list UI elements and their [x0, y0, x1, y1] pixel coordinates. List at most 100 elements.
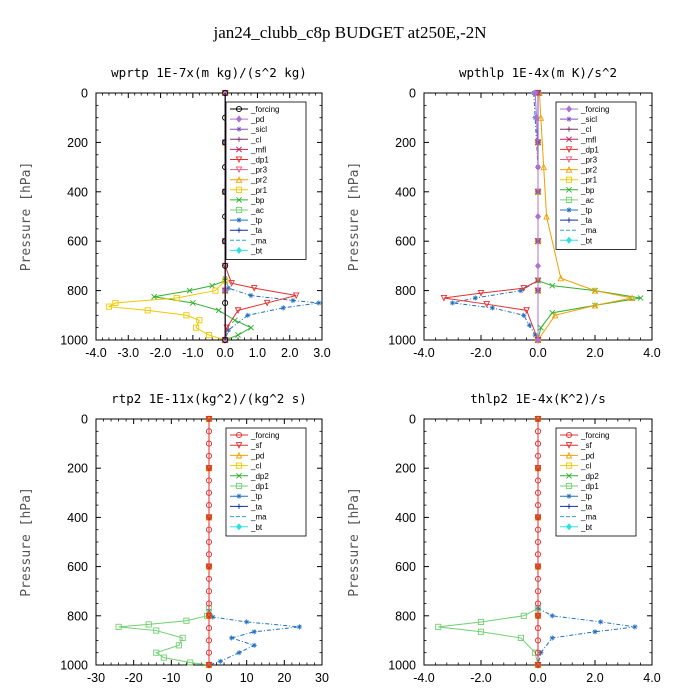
legend-label_pr3: _pr3 [250, 166, 268, 175]
panel-title: rtp2 1E-11x(kg^2)/(kg^2 s) [111, 391, 307, 406]
y-tick-label: 600 [67, 560, 88, 574]
legend-label_cl: _cl [250, 135, 261, 144]
data-point_tp [598, 619, 604, 625]
data-point_tp [518, 288, 524, 294]
legend-label_mfl: _mfl [580, 135, 596, 144]
legend-label_forcing: _forcing [580, 431, 609, 440]
data-point_tp [280, 305, 286, 311]
series_forcing [534, 415, 542, 669]
y-tick-label: 200 [67, 462, 88, 476]
y-tick-label: 800 [395, 284, 416, 298]
legend-label_tp: _tp [580, 492, 593, 501]
legend: _forcing_sicl_cl_mfl_dp1_pr3_pr2_pr1_bp_… [555, 101, 637, 250]
data-point_forcing [205, 514, 213, 521]
y-tick-label: 600 [67, 235, 88, 249]
data-point_forcing [534, 563, 542, 570]
series-line_forcing [534, 92, 539, 340]
legend-label_bt: _bt [580, 236, 593, 245]
y-tick-label: 400 [67, 511, 88, 525]
series_dp1 [115, 415, 213, 669]
x-tick-label: -2.0 [470, 346, 492, 360]
data-point_forcing [535, 262, 541, 270]
x-tick-label: 1.0 [249, 346, 266, 360]
legend-label_ma: _ma [250, 513, 267, 522]
legend-marker_bp [236, 196, 242, 203]
legend-label_tp: _tp [580, 206, 593, 215]
data-point_forcing [535, 163, 541, 171]
data-point_forcing [205, 637, 213, 644]
legend-label_forcing: _forcing [250, 431, 279, 440]
x-tick-label: -3.0 [118, 346, 140, 360]
data-point_forcing [534, 538, 542, 546]
series-line_tp [208, 419, 300, 666]
data-point_forcing [534, 514, 542, 521]
legend-label_pd: _pd [250, 115, 264, 124]
data-point_forcing [205, 588, 213, 595]
data-point_forcing [205, 600, 213, 607]
y-tick-label: 1000 [60, 334, 88, 348]
data-point_forcing [205, 538, 213, 546]
data-point_dp1 [153, 649, 160, 656]
data-point_dp1 [183, 617, 190, 624]
legend-label_ta: _ta [250, 226, 263, 235]
y-tick-label: 400 [395, 185, 416, 199]
data-point_tp [549, 613, 555, 619]
data-point_tp [245, 312, 251, 318]
data-point_tp [290, 297, 296, 304]
legend-label_pr2: _pr2 [580, 166, 598, 175]
legend-label_cl: _cl [580, 125, 591, 134]
x-tick-label: -4.0 [85, 346, 107, 360]
x-tick-label: 3.0 [313, 346, 330, 360]
legend-marker_bt [566, 523, 572, 531]
series_forcing [532, 89, 541, 344]
y-axis-label: Pressure [hPa] [347, 487, 362, 597]
legend-marker_tp [566, 493, 572, 499]
data-point_bp [549, 282, 556, 289]
y-tick-label: 0 [81, 413, 88, 427]
y-tick-label: 0 [81, 87, 88, 101]
data-point_tp [472, 295, 478, 301]
data-point_forcing [205, 502, 213, 509]
legend-marker_bt [236, 246, 242, 254]
legend-label_dp2: _dp2 [580, 472, 599, 481]
x-tick-label: -10 [162, 671, 180, 685]
legend: _forcing_sf_pd _cl_dp2_dp1_tp_ta _ma_bt [225, 427, 307, 537]
y-axis-label: Pressure [hPa] [19, 487, 34, 597]
y-tick-label: 400 [395, 511, 416, 525]
legend-label_pr1: _pr1 [580, 176, 598, 185]
data-point_forcing [222, 89, 229, 97]
data-point_forcing [205, 575, 213, 582]
data-point_tp [632, 624, 638, 630]
legend-marker_pd [235, 451, 243, 459]
legend-label_pr3: _pr3 [580, 156, 598, 165]
legend-label_bp: _bp [250, 196, 265, 205]
legend-label_dp2: _dp2 [250, 472, 269, 481]
data-point_bp [189, 300, 196, 306]
data-point_pr2 [551, 311, 559, 319]
x-tick-label: 2.0 [586, 671, 603, 685]
data-point_forcing [534, 502, 542, 509]
y-axis-label: Pressure [hPa] [347, 162, 362, 272]
legend: _forcing_sf_pd _cl_dp2_dp1_tp_ta _ma_bt [555, 427, 637, 537]
data-point_bp [235, 332, 241, 338]
legend-marker_dp2 [566, 472, 572, 479]
data-point_forcing [534, 551, 542, 558]
data-point_forcing [534, 526, 542, 533]
data-point_tp [236, 650, 242, 656]
data-point_forcing [205, 625, 213, 632]
data-point_forcing [534, 612, 542, 619]
data-point_dp1 [228, 280, 235, 287]
data-point_tp [248, 292, 254, 299]
legend-label_sf: _sf [250, 441, 262, 450]
data-point_dp1 [477, 628, 485, 635]
legend-marker_cl [236, 136, 242, 142]
legend-box [555, 101, 637, 250]
data-point_dp1 [477, 290, 485, 297]
data-point_bp [186, 287, 193, 294]
y-tick-label: 200 [67, 136, 88, 150]
legend-label_ta: _ta [580, 502, 593, 511]
x-tick-label: 0 [206, 671, 213, 685]
data-point_tp [251, 629, 257, 635]
data-point_forcing [535, 212, 541, 221]
